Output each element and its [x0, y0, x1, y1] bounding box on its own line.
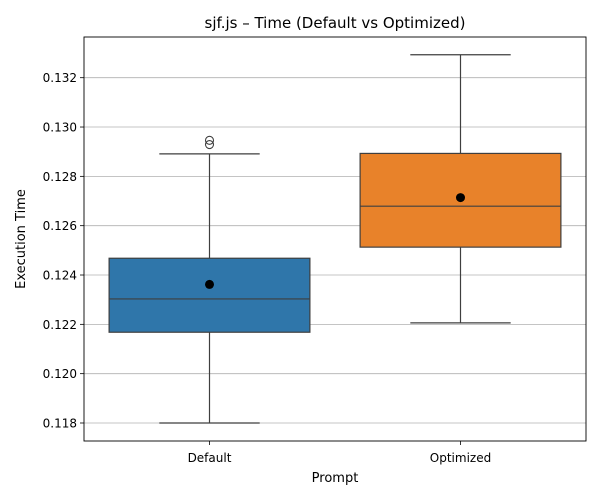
mean-marker: [456, 193, 465, 203]
x-tick-label: Default: [188, 451, 232, 465]
y-axis-label: Execution Time: [14, 189, 29, 289]
tick-layer: 0.118 0.120 0.122 0.124 0.126 0.128 0.130 0.132…: [43, 71, 492, 465]
y-tick-label: 0.122: [43, 318, 77, 332]
y-tick-label: 0.124: [43, 269, 77, 283]
plot-frame: [83, 36, 587, 442]
iqr-box-default: [108, 257, 311, 333]
y-tick-label: 0.132: [43, 71, 77, 85]
y-tick-label: 0.118: [43, 416, 77, 430]
y-tick-label: 0.128: [43, 170, 77, 184]
x-tick-label: Optimized: [430, 451, 491, 465]
mean-marker: [205, 279, 214, 289]
outlier-point: [204, 139, 215, 150]
chart-title: sjf.js – Time (Default vs Optimized): [205, 14, 466, 32]
x-axis-label: Prompt: [312, 471, 359, 486]
y-tick-label: 0.120: [43, 367, 77, 381]
box-layer: [108, 54, 562, 424]
y-tick-label: 0.130: [43, 121, 77, 135]
y-tick-label: 0.126: [43, 219, 77, 233]
grid-layer: [84, 77, 586, 424]
outlier-point: [204, 135, 215, 145]
